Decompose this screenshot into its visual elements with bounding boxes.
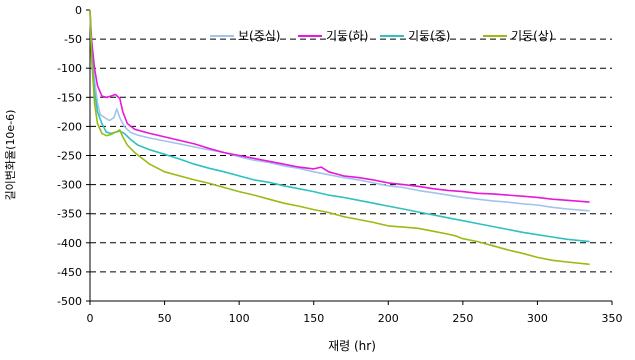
y-tick-label: -400	[57, 237, 82, 250]
series-line-4	[89, 9, 590, 266]
x-tick-label: 350	[602, 312, 623, 325]
series-line-3	[89, 9, 590, 243]
series-line-1	[89, 9, 590, 212]
x-tick-label: 50	[158, 312, 172, 325]
grid-lines	[90, 38, 612, 273]
y-tick-label: -500	[57, 295, 82, 308]
x-tick-labels: 0 50 100 150 200 250 300 350	[87, 312, 623, 325]
y-tick-label: -300	[57, 179, 82, 192]
legend-label-2: 기둥(하)	[326, 29, 368, 43]
y-tick-label: -50	[64, 33, 82, 46]
x-tick-label: 0	[87, 312, 94, 325]
x-axis-label: 재령 (hr)	[328, 339, 376, 353]
y-tick-label: 0	[75, 4, 82, 17]
x-tick-label: 200	[378, 312, 399, 325]
y-tick-label: -150	[57, 91, 82, 104]
legend-label-1: 보(중심)	[238, 29, 280, 43]
series-line-2	[89, 9, 590, 203]
y-axis-label: 길이변화율(10e-6)	[4, 110, 17, 201]
legend: 보(중심) 기둥(하) 기둥(중) 기둥(상)	[210, 29, 553, 43]
x-tick-label: 150	[303, 312, 324, 325]
legend-label-3: 기둥(중)	[408, 29, 450, 43]
y-tick-label: -450	[57, 266, 82, 279]
x-tick-label: 300	[527, 312, 548, 325]
legend-label-4: 기둥(상)	[511, 29, 553, 43]
y-tick-label: -100	[57, 62, 82, 75]
y-tick-labels: 0 -50 -100 -150 -200 -250 -300 -350 -400 -450 -500	[57, 4, 82, 308]
x-tick-label: 100	[229, 312, 250, 325]
x-tick-label: 250	[452, 312, 473, 325]
y-tick-label: -200	[57, 120, 82, 133]
axes	[86, 9, 613, 305]
y-tick-label: -250	[57, 150, 82, 163]
y-tick-label: -350	[57, 208, 82, 221]
series-lines	[89, 9, 590, 266]
